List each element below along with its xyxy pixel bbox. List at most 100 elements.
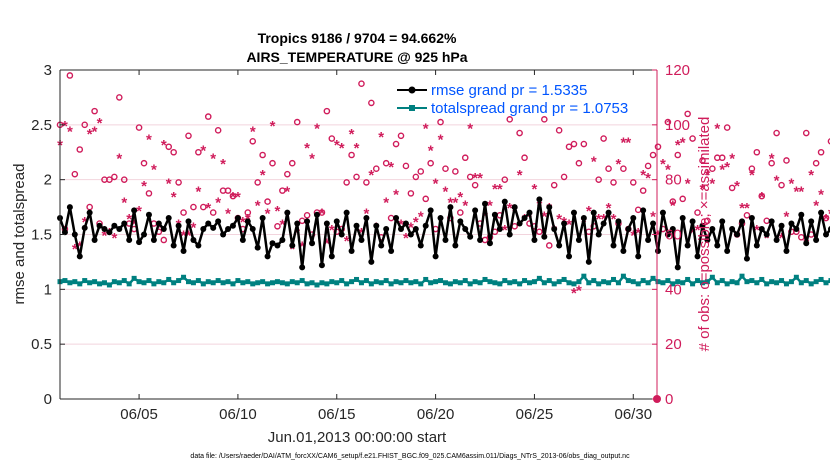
rmse-point-54 — [323, 220, 330, 227]
obs-possible-marker-111 — [605, 165, 612, 172]
rmse-point-44 — [274, 242, 281, 249]
totalspread-point-57 — [339, 278, 345, 284]
obs-assimilated-marker-13: * — [121, 195, 127, 212]
obs-assimilated-marker-111: * — [606, 200, 612, 217]
obs-possible-marker-110 — [600, 135, 607, 142]
legend-marker-totalspread — [409, 105, 415, 111]
x-tick-label-4: 06/25 — [516, 406, 554, 423]
obs-possible-marker-103 — [565, 143, 573, 151]
legend-marker-rmse — [408, 86, 416, 94]
obs-possible-marker-50 — [303, 212, 311, 219]
totalspread-point-24 — [176, 278, 182, 284]
obs-assimilated-marker-59: * — [349, 126, 355, 143]
rmse-point-146 — [778, 222, 785, 229]
rmse-point-49 — [299, 264, 306, 271]
obs-possible-marker-109 — [595, 176, 602, 183]
obs-assimilated-marker-31: * — [210, 151, 216, 168]
totalspread-point-8 — [97, 281, 103, 287]
obs-assimilated-marker-108: * — [591, 153, 597, 170]
totalspread-point-10 — [106, 282, 112, 288]
obs-assimilated-marker-87: * — [487, 197, 493, 214]
totalspread-point-84 — [472, 279, 478, 285]
rmse-point-136 — [729, 226, 736, 233]
obs-assimilated-marker-6: * — [87, 126, 93, 143]
x-tick-label-1: 06/10 — [219, 406, 257, 423]
totalspread-point-83 — [467, 281, 473, 287]
obs-assimilated-marker-121: * — [655, 228, 661, 245]
rmse-point-62 — [363, 215, 370, 222]
totalspread-point-104 — [571, 281, 577, 287]
rmse-point-121 — [654, 247, 661, 254]
obs-assimilated-marker-148: * — [789, 175, 795, 192]
totalspread-point-38 — [245, 279, 251, 285]
obs-possible-marker-55 — [328, 135, 336, 142]
totalspread-point-1 — [62, 278, 68, 284]
rmse-point-78 — [442, 236, 449, 243]
x-tick-label-5: 06/30 — [615, 406, 653, 423]
rmse-point-153 — [813, 236, 820, 243]
totalspread-point-149 — [793, 274, 799, 280]
obs-possible-marker-25 — [180, 209, 187, 216]
obs-assimilated-marker-62: * — [363, 206, 369, 223]
obs-assimilated-marker-136: * — [729, 151, 735, 168]
totalspread-point-97 — [536, 275, 542, 281]
obs-possible-marker-119 — [644, 162, 652, 170]
totalspread-point-73 — [418, 281, 424, 287]
totalspread-point-78 — [442, 280, 448, 286]
obs-assimilated-marker-128: * — [690, 225, 696, 242]
rmse-point-51 — [309, 240, 316, 247]
totalspread-point-110 — [601, 279, 607, 285]
obs-possible-marker-134 — [718, 154, 726, 162]
totalspread-point-58 — [344, 281, 350, 287]
rmse-point-45 — [279, 236, 286, 243]
obs-assimilated-marker-122: * — [660, 156, 666, 173]
obs-possible-marker-59 — [348, 151, 355, 159]
rmse-point-88 — [491, 211, 498, 218]
rmse-point-33 — [220, 231, 227, 238]
totalspread-point-12 — [116, 280, 122, 286]
obs-possible-marker-24 — [175, 179, 182, 186]
totalspread-point-87 — [487, 279, 493, 285]
rmse-point-59 — [348, 247, 355, 254]
obs-possible-marker-83 — [466, 173, 474, 181]
rmse-point-63 — [368, 258, 375, 265]
obs-possible-marker-41 — [259, 151, 266, 159]
rmse-point-55 — [328, 253, 335, 260]
series-layer: * ** *** * ** **** ********** * ********* *******… — [56, 72, 830, 403]
rmse-point-11 — [111, 222, 118, 229]
obs-assimilated-marker-72: * — [413, 214, 419, 231]
obs-assimilated-marker-9: * — [102, 228, 108, 245]
rmse-point-50 — [304, 218, 311, 225]
obs-assimilated-marker-107: * — [586, 203, 592, 220]
obs-assimilated-marker-139: * — [744, 200, 750, 217]
obs-assimilated-marker-138: * — [739, 200, 745, 217]
rmse-point-107 — [585, 258, 592, 265]
obs-possible-marker-39 — [249, 137, 257, 145]
obs-assimilated-marker-19: * — [151, 162, 157, 179]
rmse-point-114 — [620, 247, 627, 254]
totalspread-point-34 — [225, 279, 231, 285]
rmse-point-150 — [798, 211, 805, 218]
rmse-point-32 — [215, 218, 222, 225]
obs-possible-marker-123 — [664, 118, 672, 126]
totalspread-point-135 — [724, 281, 730, 287]
rmse-point-79 — [447, 204, 454, 211]
obs-possible-marker-97 — [536, 228, 543, 236]
totalspread-point-50 — [304, 281, 310, 287]
totalspread-point-2 — [67, 280, 73, 286]
totalspread-point-77 — [438, 278, 444, 284]
obs-assimilated-marker-127: * — [685, 175, 691, 192]
obs-possible-marker-118 — [639, 187, 647, 194]
obs-assimilated-marker-65: * — [378, 129, 384, 146]
obs-possible-marker-93 — [516, 129, 523, 137]
rmse-point-40 — [254, 244, 261, 251]
rmse-point-22 — [165, 215, 172, 222]
obs-assimilated-marker-154: * — [818, 186, 824, 203]
obs-possible-marker-73 — [417, 168, 425, 175]
rmse-point-71 — [407, 231, 414, 238]
y-left-tick-label-5: 2.5 — [31, 117, 52, 134]
obs-assimilated-marker-16: * — [136, 203, 142, 220]
rmse-point-116 — [630, 215, 637, 222]
obs-possible-marker-104 — [570, 140, 578, 148]
totalspread-point-81 — [457, 280, 463, 286]
